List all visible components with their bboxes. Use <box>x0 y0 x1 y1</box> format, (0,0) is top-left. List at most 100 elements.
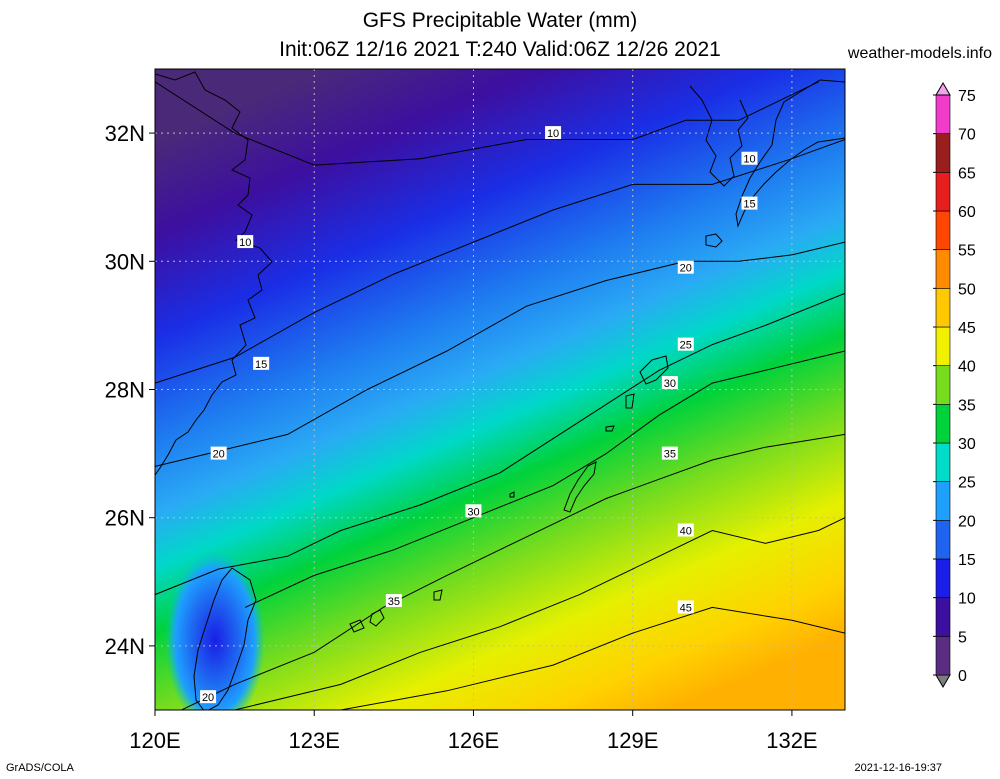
lon-tick-label: 129E <box>607 728 658 753</box>
contour-label-text: 10 <box>547 128 559 140</box>
colorbar-label: 35 <box>958 397 976 414</box>
colorbar-segment <box>935 635 951 676</box>
contour-label-bg <box>200 690 217 704</box>
contour-label-bg <box>385 594 402 608</box>
contour-label-text: 20 <box>213 449 225 461</box>
contour-lines <box>155 81 845 710</box>
colorbar-segment <box>935 442 951 483</box>
contour-label-text: 20 <box>680 263 692 275</box>
colorbar-label: 55 <box>958 243 976 260</box>
colorbar-label: 50 <box>958 281 976 298</box>
contour-label-bg <box>253 356 270 370</box>
contour-label-text: 30 <box>664 378 676 390</box>
lat-tick-label: 30N <box>105 249 145 274</box>
contour-25 <box>155 292 845 596</box>
contour-label-bg <box>545 126 562 140</box>
contour-label: 30 <box>465 504 482 518</box>
footer-software-credit: GrADS/COLA <box>6 762 74 774</box>
colorbar-segment <box>935 403 951 444</box>
chart-subtitle: Init:06Z 12/16 2021 T:240 Valid:06Z 12/2… <box>279 38 721 61</box>
coastline-kyushu <box>735 79 845 228</box>
coastline-china <box>155 71 273 476</box>
contour-label-text: 35 <box>664 449 676 461</box>
colorbar-segment <box>935 172 951 212</box>
colorbar-label: 30 <box>958 436 976 453</box>
colorbar-label: 0 <box>958 668 967 685</box>
contour-label: 35 <box>661 446 678 461</box>
colorbar-label: 75 <box>958 88 976 105</box>
colorbar-segment <box>935 210 951 251</box>
contour-45 <box>340 606 845 710</box>
lon-tick-label: 126E <box>448 728 499 753</box>
colorbar-segment <box>935 94 951 135</box>
colorbar-segment <box>935 133 951 173</box>
contour-label: 30 <box>661 376 678 390</box>
contour-label-bg <box>661 376 678 390</box>
colorbar-segment <box>935 519 951 560</box>
footer-timestamp: 2021-12-16-19:37 <box>854 762 942 774</box>
contour-label-bg <box>237 235 254 249</box>
colorbar-segment <box>935 481 951 521</box>
taiwan-dry-area <box>165 550 265 710</box>
contour-label-text: 15 <box>743 199 755 211</box>
contour-30 <box>244 350 845 608</box>
contour-label: 40 <box>677 523 694 538</box>
contour-label-bg <box>677 337 694 351</box>
island-tokunoshima <box>625 393 635 409</box>
lat-tick-label: 24N <box>105 634 145 659</box>
contour-label-text: 40 <box>680 526 692 538</box>
island-miyako <box>433 589 443 601</box>
contour-label: 25 <box>677 337 694 352</box>
island-okinawa <box>563 461 597 513</box>
contour-20 <box>155 241 845 467</box>
island-okinoerabu <box>605 425 615 432</box>
contour-label: 10 <box>545 126 562 140</box>
contour-labels: 10 10 10 15 15 20 20 20 25 30 30 35 35 40 45 <box>200 126 758 704</box>
contour-label-bg <box>661 446 678 460</box>
lon-tick-label: 123E <box>289 728 340 753</box>
contour-label-bg <box>677 600 694 614</box>
credit-text: weather-models.info <box>847 45 992 62</box>
contour-40 <box>234 517 845 710</box>
colorbar-segment <box>935 326 951 367</box>
contour-label: 45 <box>677 600 694 614</box>
contour-label-bg <box>741 151 758 165</box>
contour-label: 15 <box>741 196 758 211</box>
island-kume <box>509 491 515 498</box>
island-amami <box>639 355 669 385</box>
colorbar-segment <box>935 365 951 405</box>
colorbar-label: 60 <box>958 204 976 221</box>
contour-label-bg <box>465 504 482 518</box>
contour-label-bg <box>677 523 694 537</box>
contour-label-bg <box>677 260 694 274</box>
contour-label: 20 <box>677 260 694 275</box>
colorbar-segment <box>935 597 951 637</box>
contour-label-text: 10 <box>239 237 251 249</box>
contour-label-text: 20 <box>202 692 214 704</box>
colorbar-label: 10 <box>958 591 976 608</box>
lat-tick-label: 28N <box>105 378 145 403</box>
colorbar-label: 25 <box>958 475 976 492</box>
colorbar-label: 70 <box>958 127 976 144</box>
island-yakushima <box>705 233 723 248</box>
contour-label-text: 10 <box>743 154 755 166</box>
axis-ticks: 120E 123E 126E 129E 132E 24N 26N 28N 30N 32N <box>105 121 818 753</box>
island-iriomote <box>349 619 365 633</box>
colorbar-label: 65 <box>958 165 976 182</box>
contour-10 <box>155 81 819 166</box>
contour-label-bg <box>210 446 227 460</box>
chart-title: GFS Precipitable Water (mm) <box>362 9 638 32</box>
contour-35 <box>181 433 845 710</box>
colorbar-label: 5 <box>958 629 967 646</box>
colorbar-label: 40 <box>958 359 976 376</box>
contour-label: 10 <box>237 235 254 249</box>
contour-label-text: 15 <box>255 359 267 371</box>
contour-label: 15 <box>253 356 270 371</box>
graticule <box>155 69 845 710</box>
colorbar-label: 15 <box>958 552 976 569</box>
colorbar-over-arrow <box>935 82 951 96</box>
coastline-taiwan <box>193 567 257 710</box>
colorbar-label: 45 <box>958 320 976 337</box>
contour-label-text: 30 <box>467 506 479 518</box>
